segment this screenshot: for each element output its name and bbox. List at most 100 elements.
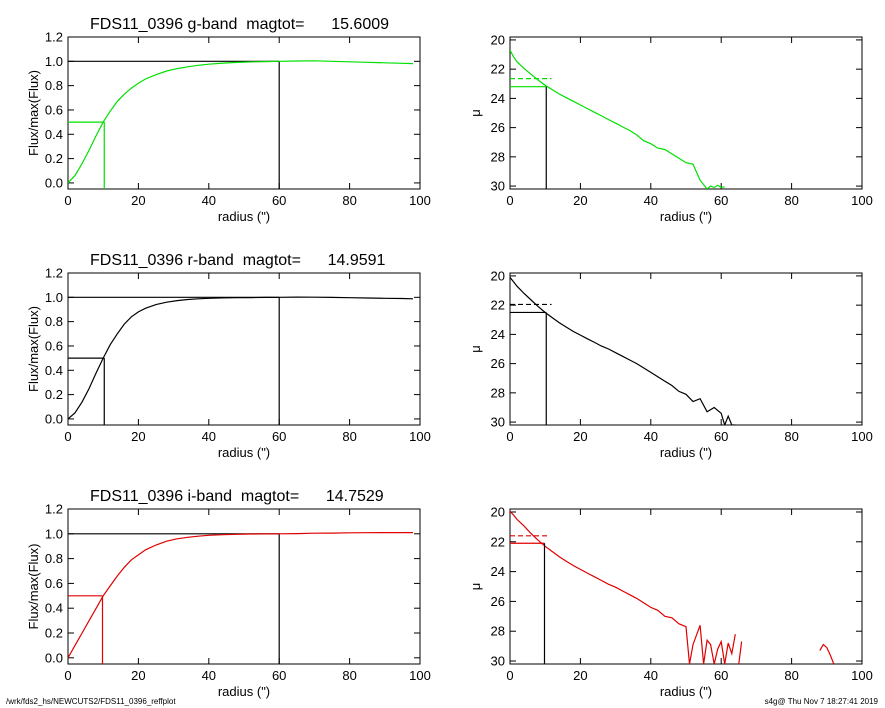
footer-path: /wrk/fds2_hs/NEWCUTS2/FDS11_0396_reffplo… [6,697,176,706]
x-tick-label: 80 [342,668,356,683]
x-tick-label: 80 [342,429,356,444]
panel-flux-r: 0 20 40 60 80 100 0.0 0.2 0.4 0.6 0.8 1.0 1.2 radius … [26,252,431,460]
y-tick-label: 0.4 [45,127,63,142]
y-axis-label: μ [468,109,483,117]
x-tick-label: 80 [784,668,798,683]
x-tick-label: 40 [202,193,216,208]
panel-title: FDS11_0396 i-band magtot= 14.7529 [90,488,384,505]
x-tick-label: 0 [506,429,513,444]
axes-frame [509,36,863,190]
y-tick-label: 0.8 [45,314,63,329]
x-tick-label: 80 [784,193,798,208]
panel-mu-r: 0 20 40 60 80 100 20 22 24 26 28 30 radius (") μ [468,268,873,460]
y-tick-label: 0.4 [45,601,63,616]
y-tick-label: 26 [491,594,505,609]
y-tick-label: 30 [491,179,505,194]
y-tick-label: 26 [491,356,505,371]
plot-area [510,277,736,425]
y-tick-label: 20 [491,504,505,519]
x-tick-label: 0 [64,429,71,444]
x-tick-label: 40 [644,429,658,444]
x-tick-label: 20 [131,668,145,683]
x-tick-label: 80 [784,429,798,444]
x-tick-label: 100 [851,668,873,683]
y-tick-label: 28 [491,624,505,639]
x-axis-label: radius (") [660,445,712,460]
plot-area [510,510,835,664]
x-tick-label: 100 [409,429,431,444]
x-tick-label: 100 [851,193,873,208]
x-tick-label: 20 [573,193,587,208]
x-tick-label: 60 [272,193,286,208]
axes-frame [509,508,863,665]
y-tick-label: 1.2 [45,266,63,281]
x-tick-label: 100 [409,193,431,208]
x-axis-label: radius (") [218,445,270,460]
plot-area [68,296,414,425]
axes-frame [67,36,421,190]
y-tick-label: 0.0 [45,175,63,190]
y-tick-label: 1.2 [45,30,63,45]
x-axis-label: radius (") [218,684,270,699]
plot-area [68,532,413,664]
footer-timestamp: s4g@ Thu Nov 7 18:27:41 2019 [765,697,879,706]
y-tick-label: 1.0 [45,526,63,541]
panel-mu-g: 0 20 40 60 80 100 20 22 24 26 28 30 radius (") μ [468,32,873,224]
x-tick-label: 20 [131,193,145,208]
y-tick-label: 24 [491,91,505,106]
profile-curve [510,277,736,425]
profile-curve [510,49,725,189]
y-axis-label: Flux/max(Flux) [26,544,41,630]
x-tick-label: 40 [644,668,658,683]
y-axis-label: Flux/max(Flux) [26,306,41,392]
y-tick-label: 28 [491,385,505,400]
plot-area [68,60,414,189]
profile-curve [510,510,736,664]
y-tick-label: 0.6 [45,338,63,353]
y-tick-label: 0.2 [45,151,63,166]
y-tick-label: 1.0 [45,290,63,305]
axes-frame [509,272,863,426]
profile-curve [738,641,743,664]
y-tick-label: 22 [491,62,505,77]
y-tick-label: 0.4 [45,363,63,378]
y-tick-label: 0.2 [45,626,63,641]
x-tick-label: 40 [644,193,658,208]
y-tick-label: 1.0 [45,54,63,69]
y-axis-label: μ [468,583,483,591]
axes-frame [67,508,421,665]
x-tick-label: 60 [272,429,286,444]
x-tick-label: 60 [714,429,728,444]
x-axis-label: radius (") [660,209,712,224]
x-tick-label: 80 [342,193,356,208]
y-tick-label: 26 [491,120,505,135]
axes-frame [67,272,421,426]
y-tick-label: 24 [491,564,505,579]
x-tick-label: 100 [851,429,873,444]
y-tick-label: 20 [491,32,505,47]
y-tick-label: 0.6 [45,576,63,591]
x-tick-label: 40 [202,429,216,444]
y-tick-label: 28 [491,149,505,164]
x-axis-label: radius (") [660,684,712,699]
x-tick-label: 100 [409,668,431,683]
x-tick-label: 60 [714,668,728,683]
y-tick-label: 30 [491,654,505,669]
x-tick-label: 0 [64,193,71,208]
panel-title: FDS11_0396 g-band magtot= 15.6009 [90,16,389,33]
x-tick-label: 60 [272,668,286,683]
panel-mu-i: 0 20 40 60 80 100 20 22 24 26 28 30 radius (") μ [468,504,873,699]
x-tick-label: 20 [131,429,145,444]
y-tick-label: 0.8 [45,551,63,566]
x-tick-label: 40 [202,668,216,683]
x-tick-label: 0 [506,193,513,208]
panel-title: FDS11_0396 r-band magtot= 14.9591 [90,252,386,269]
profile-curve [68,532,413,659]
panel-flux-i: 0 20 40 60 80 100 0.0 0.2 0.4 0.6 0.8 1.0 1.2 radius … [26,488,431,699]
x-tick-label: 60 [714,193,728,208]
y-axis-label: Flux/max(Flux) [26,70,41,156]
x-axis-label: radius (") [218,209,270,224]
y-tick-label: 0.6 [45,102,63,117]
x-tick-label: 0 [506,668,513,683]
